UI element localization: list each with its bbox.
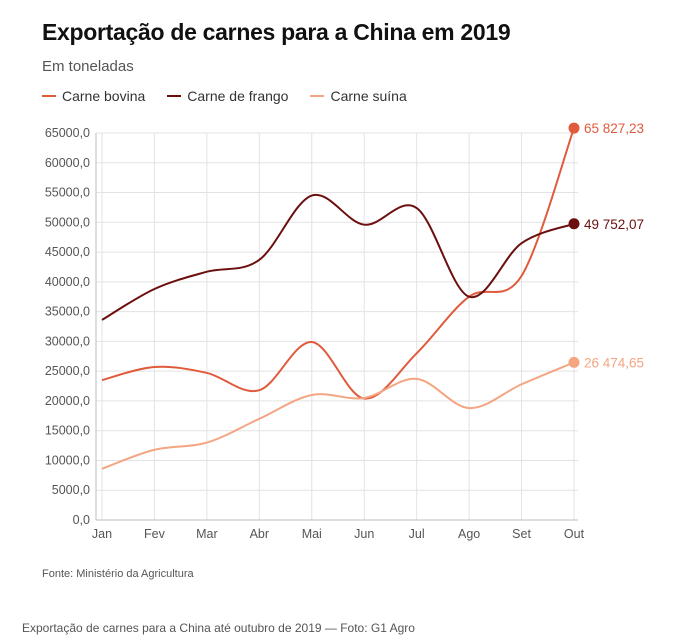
x-tick-label: Jul [409,527,425,541]
x-tick-label: Jan [92,527,112,541]
end-label-carne-bovina: 65 827,23 [584,121,644,136]
x-tick-label: Fev [144,527,166,541]
series-line-carne-de-frango [101,193,575,321]
x-tick-label: Set [512,527,531,541]
y-tick-label: 65000,0 [45,126,90,140]
chart-title: Exportação de carnes para a China em 201… [42,19,511,45]
chart-subtitle: Em toneladas [42,58,134,75]
y-tick-label: 55000,0 [45,186,90,200]
y-tick-label: 0,0 [73,513,90,527]
y-tick-label: 40000,0 [45,275,90,289]
x-tick-label: Ago [458,527,480,541]
end-label-carne-suina: 26 474,65 [584,355,644,370]
series-line-carne-suina [101,361,575,470]
y-tick-label: 60000,0 [45,156,90,170]
legend-item-carne-bovina: Carne bovina [42,88,145,104]
legend-label-carne-de-frango: Carne de frango [187,88,289,104]
legend-swatch-carne-bovina [42,95,56,97]
end-point-carne-suina [568,356,580,368]
legend-swatch-carne-suina [310,95,325,97]
source-note: Fonte: Ministério da Agricultura [42,568,194,580]
legend-swatch-carne-de-frango [167,95,182,97]
end-label-layer: 65 827,23 49 752,07 26 474,65 [584,121,644,370]
x-tick-label: Abr [250,527,269,541]
y-tick-label: 20000,0 [45,394,90,408]
y-tick-label: 5000,0 [52,483,90,497]
axis-layer: 0,0 5000,0 10000,0 15000,0 20000,0 25000,0 300… [45,126,585,541]
series-line-carne-bovina [101,127,575,400]
y-tick-label: 50000,0 [45,215,90,229]
chart-legend: Carne bovina Carne de frango Carne suína [42,88,407,104]
image-caption: Exportação de carnes para a China até ou… [22,621,415,635]
legend-label-carne-suina: Carne suína [330,88,407,104]
legend-label-carne-bovina: Carne bovina [62,88,146,104]
grid-layer [96,132,578,521]
y-tick-label: 35000,0 [45,305,90,319]
y-tick-label: 30000,0 [45,334,90,348]
end-point-carne-bovina [568,122,580,134]
x-tick-label: Mai [302,527,322,541]
y-tick-label: 25000,0 [45,364,90,378]
x-tick-label: Mar [196,527,218,541]
x-tick-label: Jun [354,527,374,541]
x-tick-label: Out [564,527,585,541]
legend-item-carne-de-frango: Carne de frango [167,88,288,104]
end-label-carne-de-frango: 49 752,07 [584,217,644,232]
y-tick-label: 15000,0 [45,424,90,438]
y-tick-label: 10000,0 [45,453,90,467]
series-layer [101,122,580,470]
y-tick-label: 45000,0 [45,245,90,259]
end-point-carne-de-frango [568,218,580,230]
legend-item-carne-suina: Carne suína [310,88,407,104]
